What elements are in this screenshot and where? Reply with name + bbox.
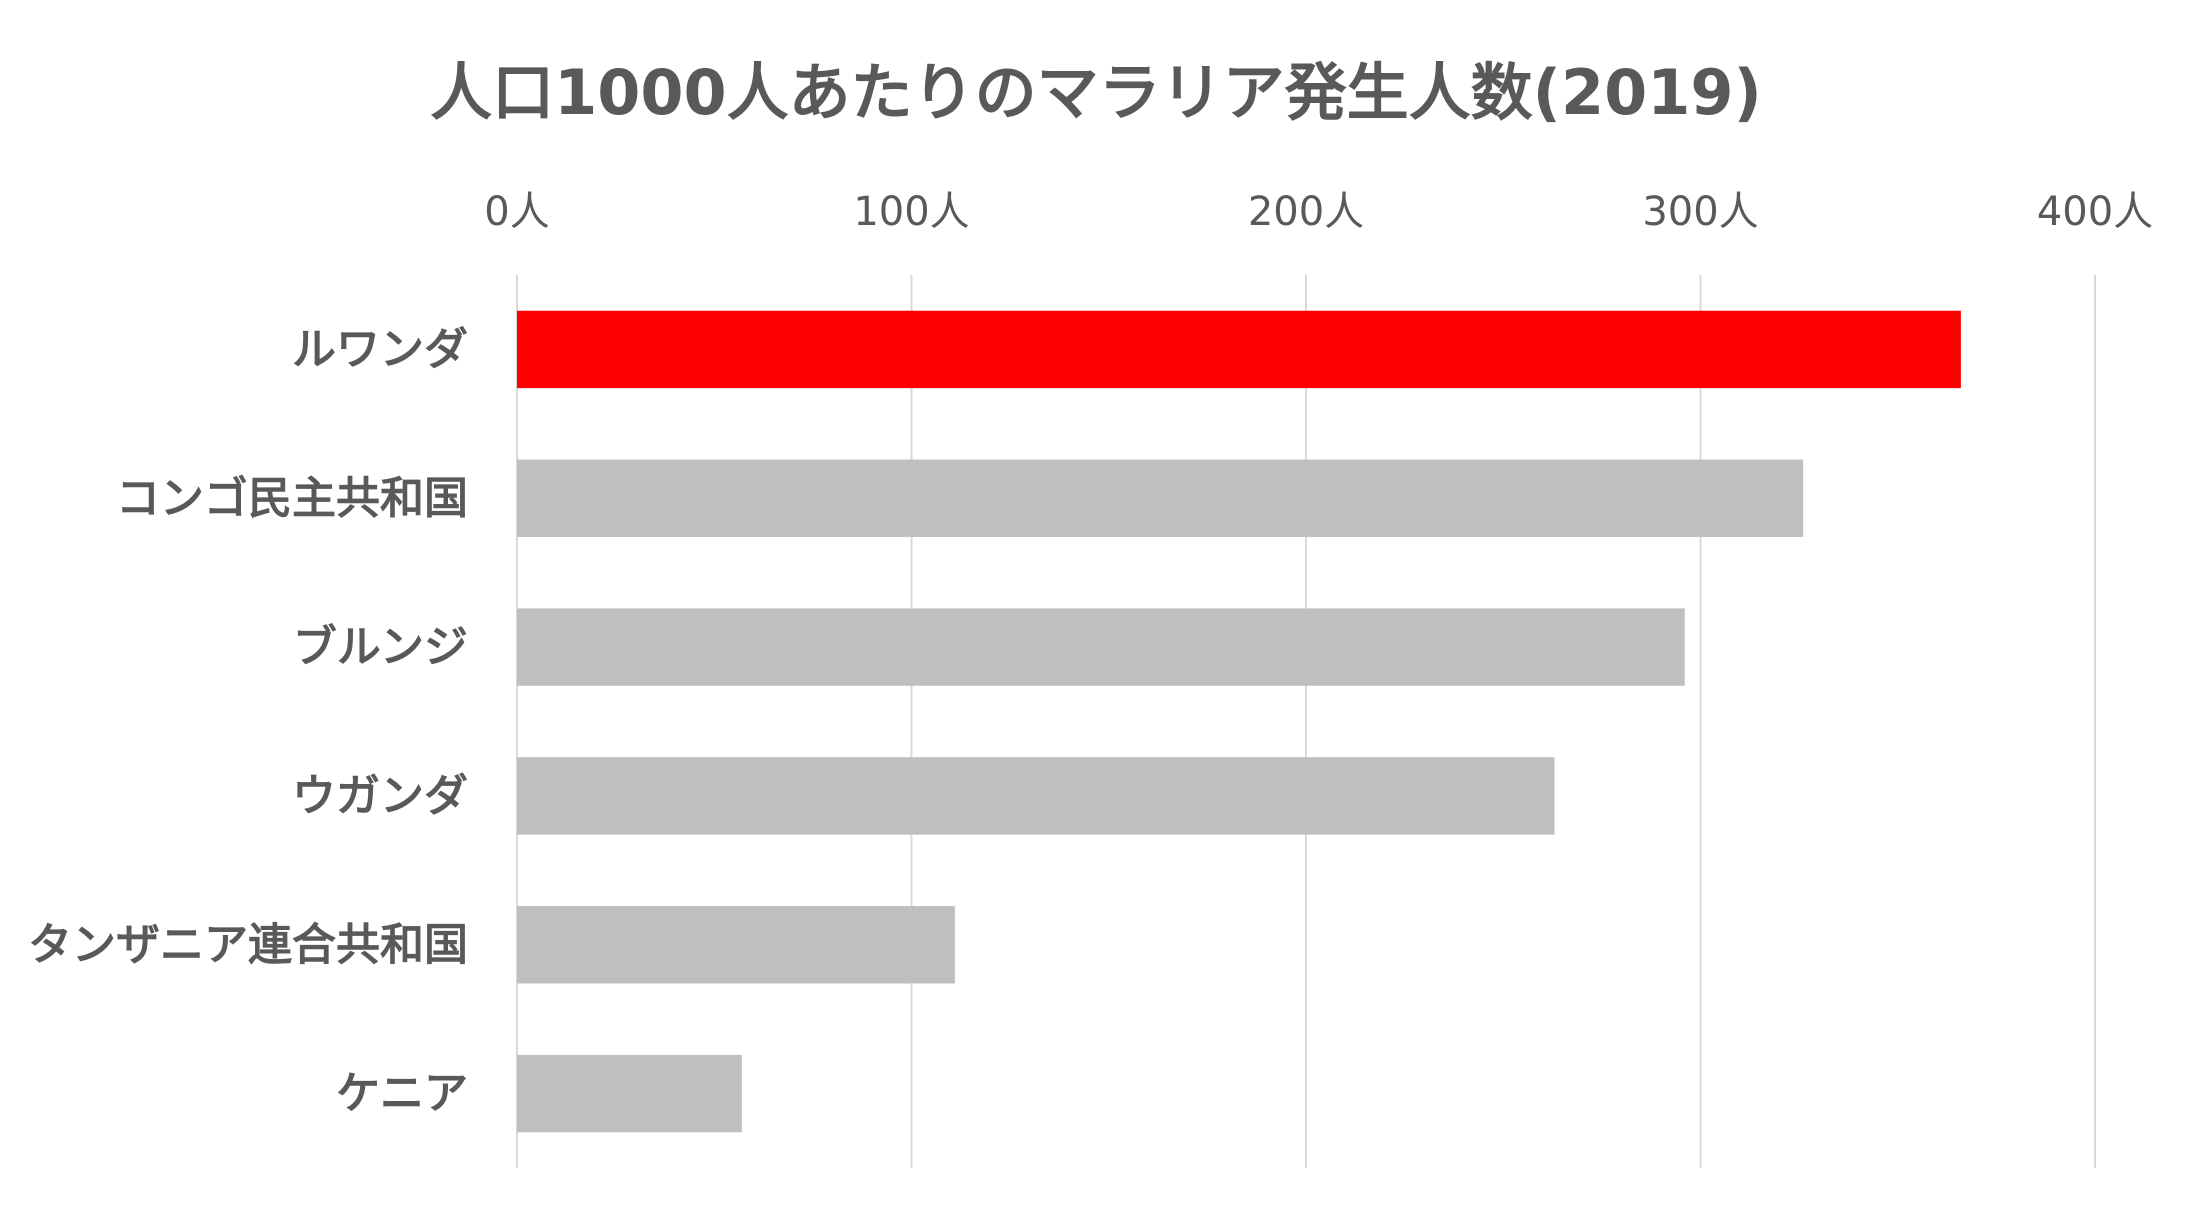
bar-1	[517, 310, 1961, 389]
category-label: ルワンダ	[292, 324, 468, 375]
x-tick-label: 300人	[1642, 189, 1758, 235]
bar-3	[517, 608, 1685, 686]
category-label: ケニア	[336, 1068, 468, 1119]
bar-2	[517, 459, 1804, 537]
x-tick-label: 200人	[1248, 189, 1364, 235]
x-tick-label: 400人	[2037, 189, 2153, 235]
chart-title: 人口1000人あたりのマラリア発生人数(2019)	[430, 56, 1762, 129]
x-axis-ticks: 0人 100人 200人 300人 400人	[484, 189, 2153, 235]
bars	[517, 310, 1961, 1133]
x-tick-label: 0人	[484, 189, 549, 235]
bar-6	[517, 1054, 742, 1133]
bar-5	[517, 906, 955, 984]
x-tick-label: 100人	[853, 189, 969, 235]
category-label: ウガンダ	[292, 770, 468, 821]
category-label: タンザニア連合共和国	[28, 919, 468, 970]
category-label: コンゴ民主共和国	[116, 473, 468, 524]
bar-4	[517, 757, 1555, 835]
gridlines	[516, 275, 2096, 1168]
category-label: ブルンジ	[293, 622, 468, 673]
